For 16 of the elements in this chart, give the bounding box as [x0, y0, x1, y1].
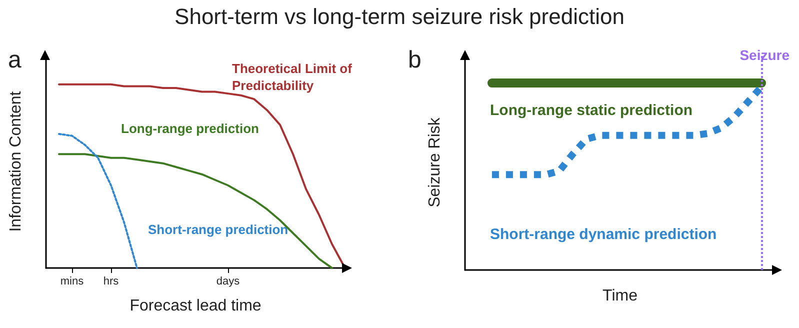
- x-tick-label: days: [216, 276, 240, 288]
- series-label: Long-range static prediction: [490, 102, 693, 119]
- y-axis-title: Seizure Risk: [426, 116, 444, 208]
- y-axis-title: Information Content: [8, 90, 24, 232]
- chart-title: b: [408, 46, 422, 74]
- text: Seizure: [740, 47, 790, 63]
- x-axis-title: Forecast lead time: [130, 298, 262, 314]
- text: Short-range dynamic prediction: [490, 226, 717, 243]
- x-axis-title: Time: [602, 288, 638, 304]
- text: Short-term vs long-term seizure risk prediction: [174, 4, 626, 30]
- x-tick-label: hrs: [103, 276, 120, 288]
- series-label: Theoretical Limit of Predictability: [232, 61, 356, 93]
- series-label: Short-range prediction: [148, 222, 288, 237]
- series-label: Long-range prediction: [121, 121, 260, 136]
- chart-title: a: [8, 46, 22, 74]
- x-tick-label: mins: [60, 276, 84, 288]
